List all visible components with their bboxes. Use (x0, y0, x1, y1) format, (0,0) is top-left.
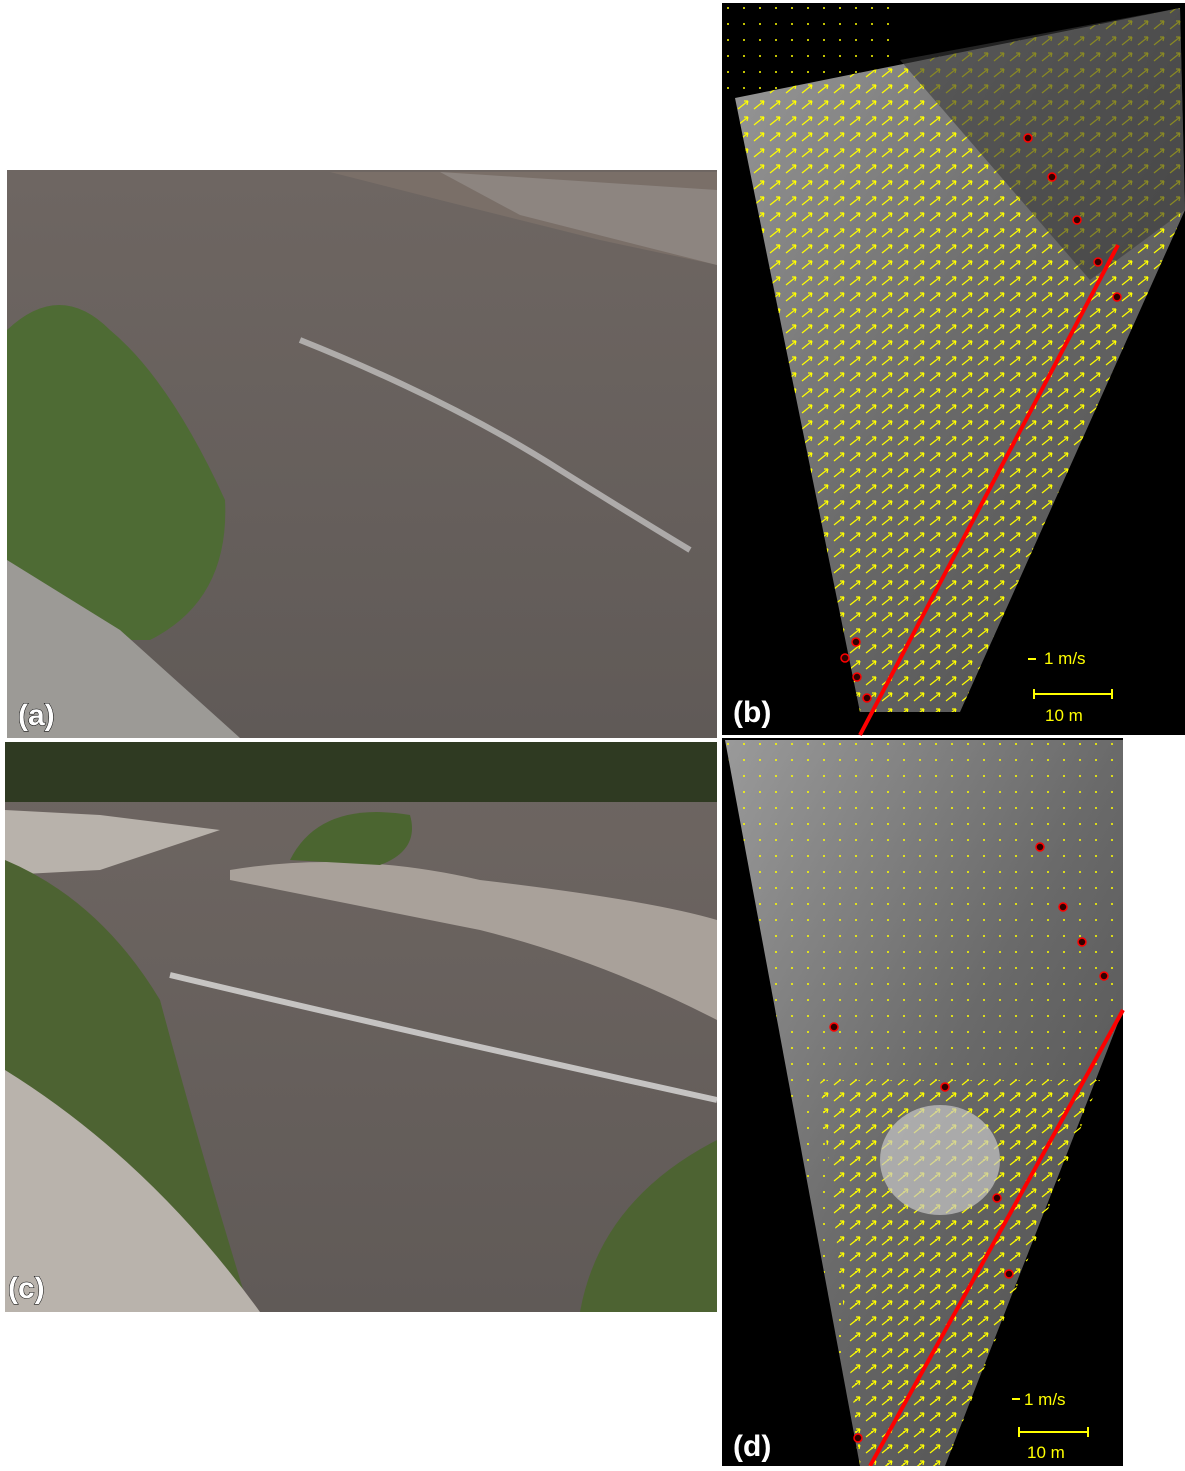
velocity-scale: 1 m/s (1044, 649, 1086, 668)
distance-scale: 10 m (1045, 706, 1083, 725)
panel-label: (a) (18, 699, 55, 732)
photo-a (7, 170, 717, 738)
distance-scale: 10 m (1027, 1443, 1065, 1462)
panel-label: (c) (8, 1272, 45, 1305)
velocity-map-b (722, 3, 1185, 736)
panel-label: (d) (733, 1430, 771, 1463)
panel-label: (b) (733, 696, 771, 729)
photo-c (5, 742, 718, 1312)
velocity-map-d (722, 738, 1125, 1467)
velocity-scale: 1 m/s (1024, 1390, 1066, 1409)
